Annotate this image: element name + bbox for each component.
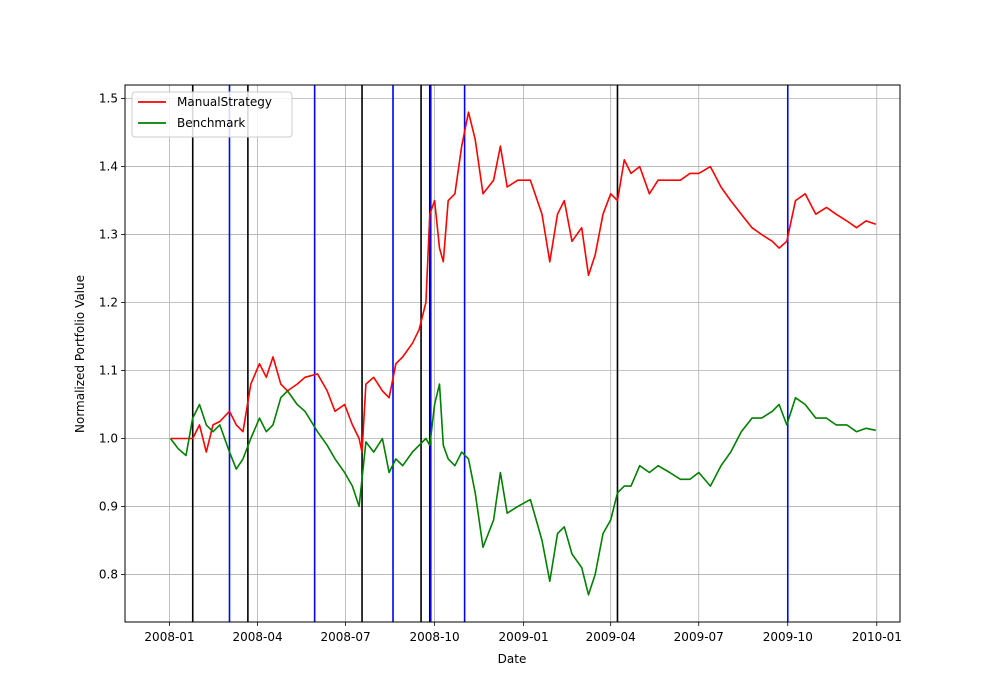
y-tick-label: 1.2 [99, 296, 118, 310]
series-line-benchmark [169, 383, 876, 596]
x-tick-label: 2009-07 [674, 630, 724, 644]
y-axis-label: Normalized Portfolio Value [73, 275, 87, 433]
y-tick-label: 1.4 [99, 160, 118, 174]
x-tick-label: 2009-10 [763, 630, 813, 644]
x-tick-label: 2009-01 [499, 630, 549, 644]
x-axis-label: Date [498, 652, 527, 666]
legend-box [131, 91, 293, 138]
y-tick-label: 1.1 [99, 363, 118, 377]
x-tick-label: 2008-01 [144, 630, 194, 644]
legend: ManualStrategy Benchmark [131, 91, 293, 138]
x-tick-label: 2008-04 [232, 630, 282, 644]
series-line-manualstrategy [170, 111, 877, 453]
y-tick-label: 1.0 [99, 431, 118, 445]
x-tick-label: 2010-01 [852, 630, 902, 644]
legend-label-benchmark: Benchmark [177, 116, 245, 130]
y-tick-label: 0.8 [99, 567, 118, 581]
x-tick-label: 2008-07 [321, 630, 371, 644]
x-tick-label: 2008-10 [410, 630, 460, 644]
signal-lines [191, 85, 789, 622]
y-axis-ticks: 0.8 0.9 1.0 1.1 1.2 1.3 1.4 1.5 [99, 92, 125, 581]
y-tick-label: 1.5 [99, 92, 118, 106]
x-axis-ticks: 2008-01 2008-04 2008-07 2008-10 2009-01 2009-… [144, 622, 902, 644]
plot-frame [124, 84, 901, 623]
y-tick-label: 0.9 [99, 499, 118, 513]
legend-label-manualstrategy: ManualStrategy [177, 95, 272, 109]
y-tick-label: 1.3 [99, 228, 118, 242]
series-lines [169, 111, 877, 596]
x-tick-label: 2009-04 [586, 630, 636, 644]
